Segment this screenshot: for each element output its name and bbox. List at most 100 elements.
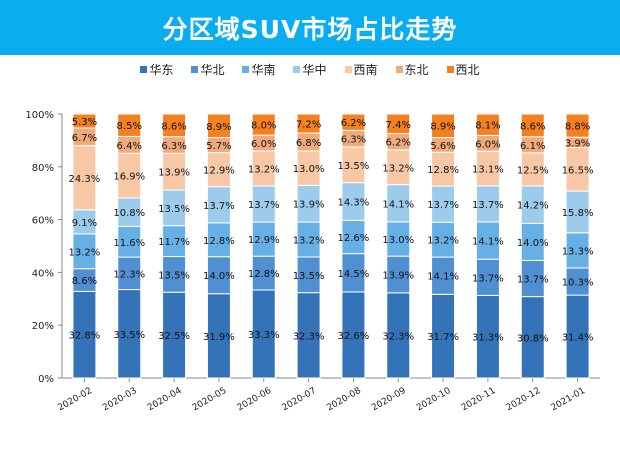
data-label: 33.3% <box>248 330 280 341</box>
chart-title: 分区域SUV市场占比走势 <box>162 14 458 44</box>
data-label: 12.8% <box>203 236 235 247</box>
legend-label: 西南 <box>353 63 378 77</box>
data-label: 13.7% <box>203 201 235 212</box>
legend-label: 华东 <box>149 63 174 77</box>
data-label: 6.2% <box>341 118 366 129</box>
data-label: 13.9% <box>293 200 325 211</box>
data-label: 8.6% <box>520 121 545 132</box>
x-tick-label: 2020-03 <box>101 386 139 413</box>
legend-item: 西南 <box>344 61 378 78</box>
data-label: 3.9% <box>565 138 590 149</box>
bar-segment <box>206 113 231 139</box>
data-label: 14.0% <box>517 238 549 249</box>
bar-segment <box>162 113 187 138</box>
legend-label: 华北 <box>200 63 225 77</box>
data-label: 5.3% <box>72 117 97 128</box>
data-label: 31.7% <box>427 332 459 343</box>
data-label: 13.5% <box>338 161 370 172</box>
legend-swatch <box>395 66 403 73</box>
bar-segment <box>520 113 545 138</box>
legend-item: 华东 <box>140 61 173 78</box>
legend-label: 西北 <box>455 63 480 77</box>
data-label: 13.2% <box>69 247 101 258</box>
data-label: 8.1% <box>475 121 500 132</box>
data-label: 8.5% <box>117 121 142 132</box>
data-label: 13.7% <box>427 200 459 211</box>
data-label: 13.5% <box>158 270 190 281</box>
title-banner: 分区域SUV市场占比走势 <box>0 0 620 55</box>
data-label: 30.8% <box>517 333 549 344</box>
legend-item: 西北 <box>446 61 480 78</box>
data-label: 13.2% <box>293 236 325 247</box>
legend-swatch <box>446 66 454 73</box>
data-label: 32.3% <box>293 331 325 342</box>
data-label: 8.0% <box>251 121 276 132</box>
data-label: 14.1% <box>427 272 459 283</box>
data-label: 24.3% <box>69 174 101 185</box>
legend-label: 华南 <box>251 63 276 77</box>
data-label: 12.6% <box>338 233 370 244</box>
data-label: 14.3% <box>338 198 370 209</box>
data-label: 13.1% <box>472 165 504 176</box>
data-label: 9.1% <box>72 218 97 229</box>
legend-item: 东北 <box>395 61 429 78</box>
y-tick-label: 60% <box>32 216 54 227</box>
data-label: 8.6% <box>72 276 97 287</box>
data-label: 6.3% <box>341 135 366 146</box>
data-label: 12.3% <box>113 269 145 280</box>
data-label: 13.2% <box>382 163 414 174</box>
data-label: 14.1% <box>382 199 414 210</box>
data-label: 31.4% <box>562 333 594 344</box>
data-label: 16.9% <box>113 172 145 183</box>
data-label: 31.3% <box>472 333 504 344</box>
data-label: 12.9% <box>248 235 280 246</box>
data-label: 12.8% <box>248 269 280 280</box>
x-tick-label: 2020-07 <box>281 386 319 413</box>
data-label: 32.6% <box>338 331 370 342</box>
data-label: 5.7% <box>206 141 231 152</box>
data-label: 12.8% <box>427 165 459 176</box>
x-tick-label: 2020-09 <box>370 386 408 414</box>
data-label: 6.0% <box>475 139 500 150</box>
legend-swatch <box>191 66 199 73</box>
y-tick-label: 40% <box>32 268 54 279</box>
data-label: 11.7% <box>158 237 190 248</box>
bar-segment <box>565 113 590 138</box>
legend: 华东 华北 华南 华中 西南 东北 西北 <box>0 61 620 78</box>
data-label: 7.4% <box>386 120 411 131</box>
legend-swatch <box>242 66 250 73</box>
data-label: 13.7% <box>248 200 280 211</box>
x-tick-label: 2020-04 <box>146 386 184 414</box>
bar-segment <box>431 113 456 138</box>
bar-segment <box>296 113 321 134</box>
y-tick-label: 100% <box>25 110 54 121</box>
legend-item: 华南 <box>242 61 275 78</box>
data-label: 8.6% <box>161 121 186 132</box>
data-label: 11.6% <box>113 238 145 249</box>
data-label: 13.7% <box>472 200 504 211</box>
data-label: 8.9% <box>206 122 231 133</box>
data-label: 6.7% <box>72 133 97 144</box>
legend-item: 华北 <box>191 61 224 78</box>
y-tick-label: 80% <box>32 163 54 174</box>
data-label: 10.8% <box>113 208 145 219</box>
data-label: 13.5% <box>158 204 190 215</box>
bar-segment <box>475 113 500 136</box>
data-label: 13.3% <box>562 246 594 257</box>
data-label: 14.1% <box>472 237 504 248</box>
x-tick-label: 2020-10 <box>415 386 453 414</box>
bar-segment <box>341 113 366 131</box>
x-tick-label: 2020-12 <box>505 386 543 413</box>
x-tick-label: 2020-02 <box>56 386 94 413</box>
data-label: 33.5% <box>113 330 145 341</box>
data-label: 31.9% <box>203 332 235 343</box>
data-label: 8.8% <box>565 122 590 133</box>
legend-swatch <box>293 66 301 73</box>
data-label: 32.3% <box>382 331 414 342</box>
data-label: 13.2% <box>248 164 280 175</box>
data-label: 32.8% <box>69 331 101 342</box>
data-label: 12.9% <box>203 166 235 177</box>
x-tick-label: 2020-08 <box>325 386 363 414</box>
data-label: 6.0% <box>251 139 276 150</box>
